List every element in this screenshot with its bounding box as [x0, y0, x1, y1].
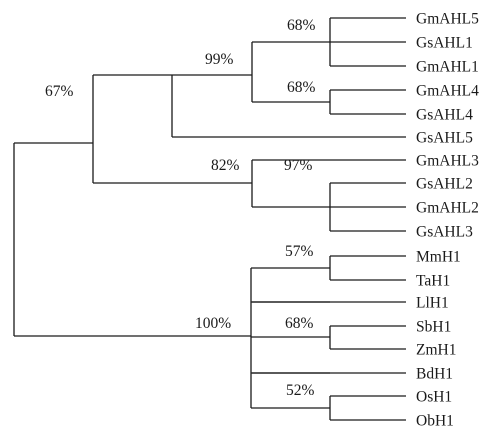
taxon-label: GmAHL3: [416, 153, 479, 170]
taxon-label: BdH1: [416, 366, 453, 383]
taxon-label: SbH1: [416, 319, 451, 336]
taxon-label: GsAHL1: [416, 35, 473, 52]
support-value: 82%: [211, 157, 240, 174]
taxon-label: GmAHL2: [416, 200, 479, 217]
support-labels: 67% 99% 68% 68% 82% 97% 100% 57% 68% 52%: [45, 17, 316, 399]
support-value: 97%: [284, 157, 313, 174]
taxon-label: GsAHL4: [416, 107, 473, 124]
taxon-label: GmAHL1: [416, 59, 479, 76]
taxon-label: ObH1: [416, 413, 454, 429]
taxon-label: GsAHL3: [416, 224, 473, 241]
taxon-labels: GmAHL5 GsAHL1 GmAHL1 GmAHL4 GsAHL4 GsAHL5 GmAH…: [416, 11, 479, 429]
tree-branches: [13, 17, 406, 421]
taxon-label: GmAHL5: [416, 11, 479, 28]
support-value: 68%: [287, 79, 316, 96]
support-value: 57%: [285, 243, 314, 260]
taxon-label: OsH1: [416, 389, 452, 406]
support-value: 67%: [45, 83, 74, 100]
taxon-label: GsAHL5: [416, 130, 473, 147]
support-value: 68%: [287, 17, 316, 34]
support-value: 100%: [195, 315, 231, 332]
taxon-label: TaH1: [416, 273, 450, 290]
taxon-label: GsAHL2: [416, 176, 473, 193]
taxon-label: MmH1: [416, 249, 461, 266]
taxon-label: LlH1: [416, 295, 449, 312]
support-value: 99%: [205, 51, 234, 68]
support-value: 52%: [286, 382, 315, 399]
taxon-label: ZmH1: [416, 342, 456, 359]
support-value: 68%: [285, 315, 314, 332]
taxon-label: GmAHL4: [416, 83, 479, 100]
